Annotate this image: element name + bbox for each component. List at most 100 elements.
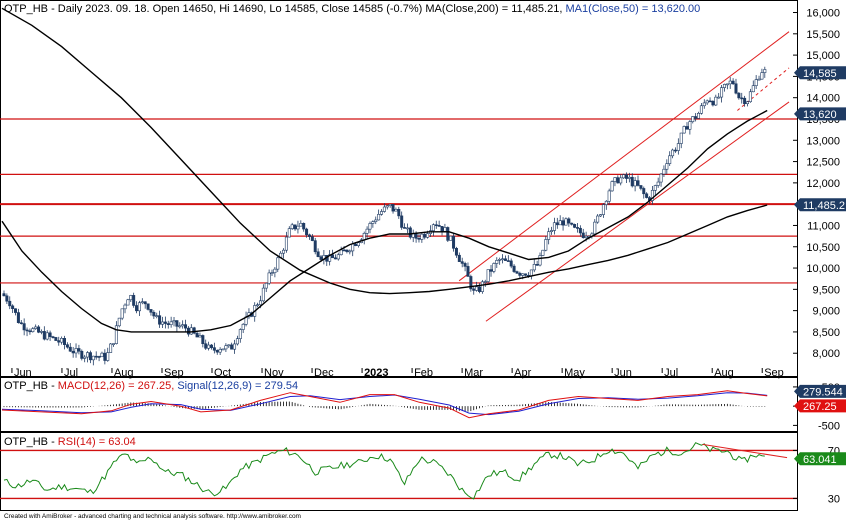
price-y-tick-label: 9,000 bbox=[812, 306, 840, 318]
candle-body bbox=[584, 235, 588, 239]
candle-body bbox=[679, 132, 683, 144]
price-panel: 8,000 8,500 9,000 9,500 10,000 10,500 11,000 11… bbox=[0, 8, 846, 379]
candle-body bbox=[123, 304, 127, 310]
candle-body bbox=[207, 344, 211, 349]
candle-body bbox=[331, 254, 335, 259]
month-label: Feb bbox=[414, 367, 433, 379]
candle-body bbox=[748, 91, 752, 103]
candle-body bbox=[19, 322, 23, 324]
candle-body bbox=[616, 177, 620, 184]
candle-body bbox=[426, 233, 430, 238]
candle-body bbox=[146, 303, 150, 310]
candle-body bbox=[665, 163, 669, 170]
candle-body bbox=[653, 185, 657, 191]
candle-body bbox=[68, 346, 72, 352]
candle-body bbox=[720, 87, 724, 98]
candle-body bbox=[163, 321, 167, 324]
candle-body bbox=[209, 344, 213, 348]
candle-body bbox=[354, 243, 358, 246]
candle-body bbox=[431, 224, 435, 232]
candle-body bbox=[155, 315, 159, 317]
price-value-tag bbox=[794, 66, 846, 80]
candle-body bbox=[622, 174, 626, 179]
candle-body bbox=[573, 224, 577, 228]
candle-body bbox=[630, 176, 634, 187]
price-y-tick-label: 9,500 bbox=[812, 284, 840, 296]
candle-body bbox=[345, 249, 349, 252]
candle-body bbox=[515, 271, 519, 274]
candle-body bbox=[466, 266, 470, 277]
candle-body bbox=[339, 249, 343, 256]
candle-body bbox=[256, 304, 260, 307]
signal-value-tag-label: 267.25 bbox=[803, 401, 837, 413]
candle-body bbox=[552, 222, 556, 231]
candle-body bbox=[5, 295, 9, 302]
candle-body bbox=[463, 263, 467, 267]
candle-body bbox=[737, 92, 741, 99]
candle-body bbox=[717, 96, 721, 99]
candle-body bbox=[192, 327, 196, 334]
candle-body bbox=[633, 180, 637, 187]
candle-body bbox=[97, 356, 101, 358]
candle-body bbox=[204, 343, 208, 349]
candle-body bbox=[42, 331, 46, 340]
candle-body bbox=[642, 188, 646, 195]
rsi-value-tag-label: 63.041 bbox=[803, 454, 837, 466]
candle-body bbox=[495, 260, 499, 264]
candle-body bbox=[195, 332, 199, 338]
month-label: Jul bbox=[64, 367, 78, 379]
candle-body bbox=[697, 113, 701, 119]
month-label: Jul bbox=[664, 367, 678, 379]
ma50-value-tag bbox=[794, 107, 846, 121]
candle-body bbox=[613, 177, 617, 182]
price-title: OTP_HB - Daily 2023. 09. 18. Open 14650,… bbox=[4, 3, 700, 15]
macd-line bbox=[1, 390, 768, 419]
candle-body bbox=[60, 338, 64, 343]
candle-body bbox=[310, 236, 314, 241]
rsi-value-tag bbox=[794, 452, 846, 466]
candle-body bbox=[498, 258, 502, 261]
candle-body bbox=[662, 168, 666, 175]
candle-body bbox=[181, 324, 185, 327]
channel-line bbox=[458, 31, 790, 282]
candle-body bbox=[143, 301, 147, 305]
candle-body bbox=[725, 83, 729, 86]
candle-body bbox=[227, 344, 231, 347]
candle-body bbox=[336, 254, 340, 260]
candle-body bbox=[440, 226, 444, 232]
price-y-tick-label: 15,000 bbox=[806, 50, 840, 62]
candle-body bbox=[694, 116, 698, 119]
candle-body bbox=[685, 126, 689, 130]
rsi-y-tick-label: 30 bbox=[828, 493, 840, 505]
candle-body bbox=[94, 355, 98, 358]
candle-body bbox=[538, 255, 542, 266]
candle-body bbox=[746, 101, 750, 105]
candle-body bbox=[446, 227, 450, 241]
candle-body bbox=[282, 249, 286, 254]
candle-body bbox=[319, 256, 323, 260]
candle-body bbox=[555, 222, 559, 226]
candle-body bbox=[391, 204, 395, 212]
candle-body bbox=[452, 235, 456, 249]
month-label: Apr bbox=[514, 367, 531, 379]
candle-body bbox=[368, 223, 372, 230]
candle-body bbox=[705, 100, 709, 104]
ma200-value-tag bbox=[794, 198, 846, 212]
macd-title: OTP_HB - MACD(12,26) = 267.25, Signal(12… bbox=[4, 380, 298, 392]
candle-body bbox=[472, 288, 476, 291]
ma200-line bbox=[1, 7, 768, 295]
candle-body bbox=[16, 312, 20, 323]
candle-body bbox=[714, 96, 718, 106]
candle-body bbox=[403, 227, 407, 229]
candle-body bbox=[673, 149, 677, 152]
candle-body bbox=[57, 340, 61, 343]
candle-body bbox=[434, 224, 438, 227]
candle-body bbox=[149, 309, 153, 313]
candle-body bbox=[751, 85, 755, 93]
candle-body bbox=[178, 325, 182, 328]
candle-body bbox=[578, 227, 582, 234]
candle-body bbox=[417, 238, 421, 240]
candle-body bbox=[374, 219, 378, 222]
candle-body bbox=[186, 327, 190, 335]
